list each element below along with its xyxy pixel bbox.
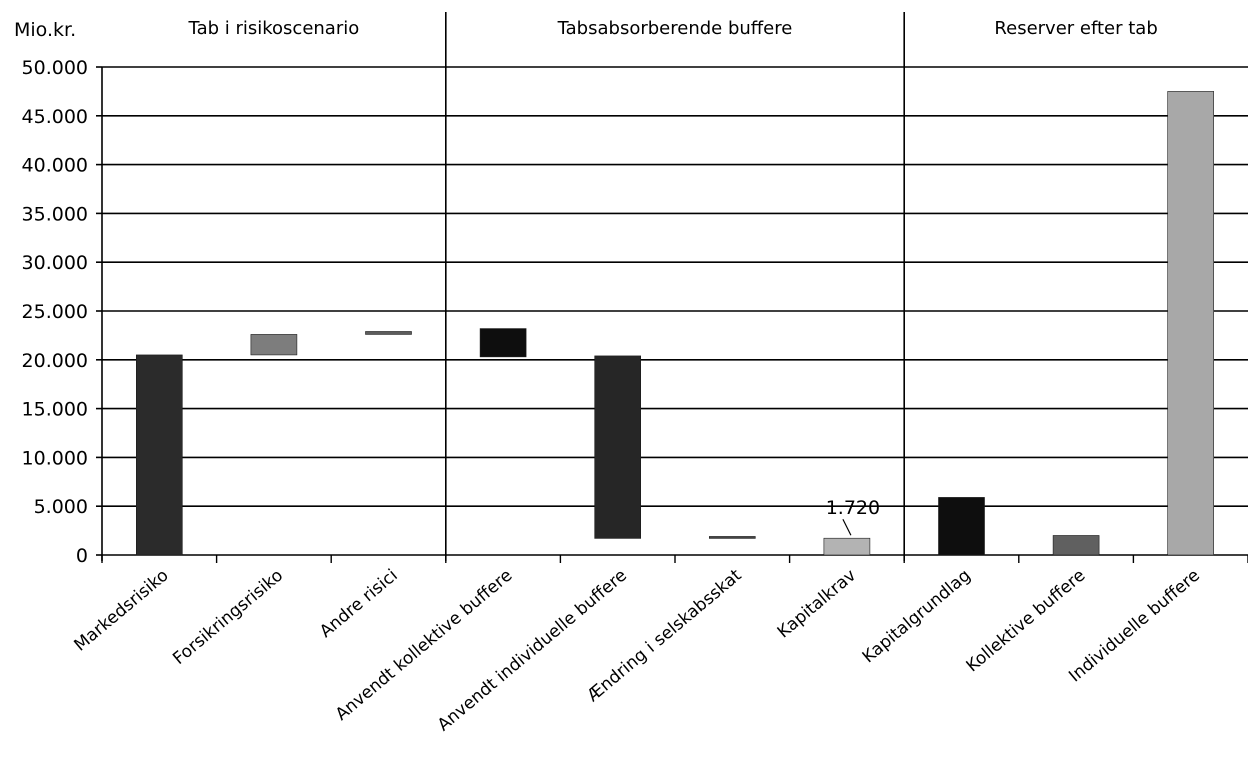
y-tick-label: 20.000	[22, 350, 88, 372]
bar-anvendt-kollektive-buffere	[479, 328, 527, 358]
section-headers: Tab i risikoscenario Tabsabsorberende buf…	[188, 12, 1158, 561]
y-tick-label: 50.000	[22, 57, 88, 79]
bar-kapitalgrundlag	[938, 497, 985, 556]
category-label: Kollektive buffere	[963, 566, 1090, 677]
bar-kollektive-buffere	[1052, 535, 1100, 556]
bar-forsikringsrisiko	[250, 334, 298, 356]
bar-individuelle-buffere	[1167, 91, 1214, 556]
y-tick-label: 5.000	[34, 496, 88, 518]
category-label: Forsikringsrisiko	[169, 566, 287, 669]
y-tick-label: 40.000	[22, 155, 88, 177]
x-axis-ticks	[101, 555, 1248, 563]
section-header: Tab i risikoscenario	[188, 18, 360, 39]
category-label: Individuelle buffere	[1065, 566, 1204, 687]
data-label: 1.720	[826, 497, 880, 519]
y-tick-label: 30.000	[22, 252, 88, 274]
bar-ændring-i-selskabsskat	[708, 536, 756, 539]
category-label: Andre risici	[316, 566, 402, 642]
category-label: Kapitalkrav	[774, 566, 860, 643]
y-tick-label: 15.000	[22, 399, 88, 421]
bars	[136, 91, 1214, 556]
y-axis-tick-labels: 0 5.000 10.000 15.000 20.000 25.000 30.000 35.0…	[22, 57, 88, 567]
y-tick-label: 25.000	[22, 301, 88, 323]
y-tick-label: 0	[76, 545, 88, 567]
y-tick-label: 35.000	[22, 203, 88, 225]
gridlines	[96, 66, 1248, 561]
category-label: Kapitalgrundlag	[859, 566, 975, 668]
section-header: Tabsabsorberende buffere	[557, 18, 793, 39]
category-label: Markedsrisiko	[71, 566, 173, 656]
bar-andre-risici	[365, 331, 412, 335]
data-label-leader	[842, 518, 852, 536]
y-axis-unit-label: Mio.kr.	[14, 19, 76, 41]
y-tick-label: 45.000	[22, 106, 88, 128]
data-labels: 1.720	[826, 497, 880, 536]
section-header: Reserver efter tab	[994, 18, 1157, 39]
y-tick-label: 10.000	[22, 447, 88, 469]
bar-kapitalkrav	[823, 537, 871, 556]
category-label: Anvendt individuelle buffere	[434, 566, 631, 736]
bar-anvendt-individuelle-buffere	[594, 355, 642, 539]
bar-markedsrisiko	[136, 354, 183, 556]
